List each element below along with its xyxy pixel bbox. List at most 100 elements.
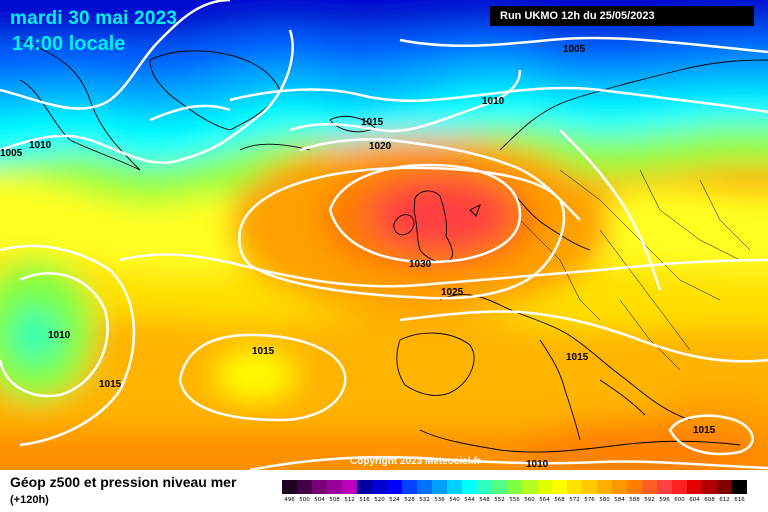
legend-cell: 604 bbox=[687, 480, 702, 503]
legend-tick: 616 bbox=[734, 497, 745, 503]
isobar-label: 1010 bbox=[48, 330, 71, 341]
legend-tick: 548 bbox=[479, 497, 490, 503]
legend-cell: 504 bbox=[312, 480, 327, 503]
legend-tick: 504 bbox=[314, 497, 325, 503]
legend-cell: 616 bbox=[732, 480, 747, 503]
isobar-label: 1015 bbox=[99, 379, 122, 390]
coastlines bbox=[19, 39, 768, 453]
isobar-label: 1005 bbox=[0, 148, 23, 159]
legend-tick: 576 bbox=[584, 497, 595, 503]
legend-swatch bbox=[282, 480, 297, 494]
legend-tick: 560 bbox=[524, 497, 535, 503]
legend-tick: 580 bbox=[599, 497, 610, 503]
legend-cell: 576 bbox=[582, 480, 597, 503]
legend-tick: 604 bbox=[689, 497, 700, 503]
legend-cell: 612 bbox=[717, 480, 732, 503]
model-run-label: Run UKMO 12h du 25/05/2023 bbox=[490, 6, 754, 26]
legend-swatch bbox=[357, 480, 372, 494]
isobar-labels: 1005 1010 1015 1020 1005 1010 1030 1025 … bbox=[0, 44, 716, 470]
legend-swatch bbox=[477, 480, 492, 494]
isobar-label: 1025 bbox=[441, 287, 464, 298]
legend-swatch bbox=[567, 480, 582, 494]
legend-swatch bbox=[672, 480, 687, 494]
legend-tick: 500 bbox=[299, 497, 310, 503]
geopotential-field bbox=[0, 0, 768, 470]
legend-cell: 536 bbox=[432, 480, 447, 503]
isobar-label: 1015 bbox=[252, 346, 275, 357]
forecast-hour: (+120h) bbox=[10, 494, 49, 506]
legend-cell: 548 bbox=[477, 480, 492, 503]
legend-swatch bbox=[297, 480, 312, 494]
borders bbox=[519, 169, 751, 371]
legend-cell: 520 bbox=[372, 480, 387, 503]
legend-cell: 556 bbox=[507, 480, 522, 503]
legend-cell: 528 bbox=[402, 480, 417, 503]
legend-tick: 600 bbox=[674, 497, 685, 503]
legend-tick: 584 bbox=[614, 497, 625, 503]
isobar-label: 1015 bbox=[566, 352, 589, 363]
legend-swatch bbox=[462, 480, 477, 494]
legend-swatch bbox=[717, 480, 732, 494]
legend-swatch bbox=[702, 480, 717, 494]
legend-cell: 496 bbox=[282, 480, 297, 503]
isobar-label: 1010 bbox=[526, 459, 549, 470]
legend-tick: 588 bbox=[629, 497, 640, 503]
legend-tick: 612 bbox=[719, 497, 730, 503]
isobar-label: 1030 bbox=[409, 259, 432, 270]
legend-cell: 516 bbox=[357, 480, 372, 503]
copyright-notice: Copyright 2023 Meteociel.fr bbox=[350, 456, 481, 467]
legend-tick: 496 bbox=[284, 497, 295, 503]
isobar-label: 1010 bbox=[29, 140, 52, 151]
legend-cell: 572 bbox=[567, 480, 582, 503]
legend-cell: 544 bbox=[462, 480, 477, 503]
legend-cell: 540 bbox=[447, 480, 462, 503]
isobar-label: 1020 bbox=[369, 141, 392, 152]
legend-swatch bbox=[342, 480, 357, 494]
legend-tick: 532 bbox=[419, 497, 430, 503]
legend-swatch bbox=[597, 480, 612, 494]
legend-swatch bbox=[582, 480, 597, 494]
legend-swatch bbox=[537, 480, 552, 494]
legend-swatch bbox=[312, 480, 327, 494]
legend-cell: 596 bbox=[657, 480, 672, 503]
legend-cell: 532 bbox=[417, 480, 432, 503]
legend-cell: 512 bbox=[342, 480, 357, 503]
legend-cell: 552 bbox=[492, 480, 507, 503]
legend-swatch bbox=[447, 480, 462, 494]
isobar-label: 1015 bbox=[361, 117, 384, 128]
legend-swatch bbox=[657, 480, 672, 494]
legend-tick: 528 bbox=[404, 497, 415, 503]
isobars bbox=[0, 0, 768, 470]
legend-cell: 508 bbox=[327, 480, 342, 503]
legend-tick: 544 bbox=[464, 497, 475, 503]
legend-tick: 512 bbox=[344, 497, 355, 503]
legend-tick: 596 bbox=[659, 497, 670, 503]
legend-tick: 516 bbox=[359, 497, 370, 503]
legend-swatch bbox=[507, 480, 522, 494]
geopotential-map: 1005 1010 1015 1020 1005 1010 1030 1025 … bbox=[0, 0, 768, 470]
legend-tick: 552 bbox=[494, 497, 505, 503]
forecast-date: mardi 30 mai 2023 bbox=[10, 8, 178, 29]
legend-tick: 540 bbox=[449, 497, 460, 503]
legend-swatch bbox=[612, 480, 627, 494]
legend-cell: 584 bbox=[612, 480, 627, 503]
isobar-label: 1005 bbox=[563, 44, 586, 55]
legend-swatch bbox=[492, 480, 507, 494]
legend-swatch bbox=[417, 480, 432, 494]
legend-cell: 500 bbox=[297, 480, 312, 503]
legend-tick: 564 bbox=[539, 497, 550, 503]
legend-swatch bbox=[387, 480, 402, 494]
legend-tick: 608 bbox=[704, 497, 715, 503]
legend-swatch bbox=[372, 480, 387, 494]
legend-swatch bbox=[627, 480, 642, 494]
legend-swatch bbox=[642, 480, 657, 494]
legend-swatch bbox=[732, 480, 747, 494]
field-title: Géop z500 et pression niveau mer bbox=[10, 474, 237, 490]
legend-cell: 608 bbox=[702, 480, 717, 503]
legend-swatch bbox=[432, 480, 447, 494]
legend-tick: 568 bbox=[554, 497, 565, 503]
legend-cell: 564 bbox=[537, 480, 552, 503]
legend-tick: 524 bbox=[389, 497, 400, 503]
legend-tick: 536 bbox=[434, 497, 445, 503]
